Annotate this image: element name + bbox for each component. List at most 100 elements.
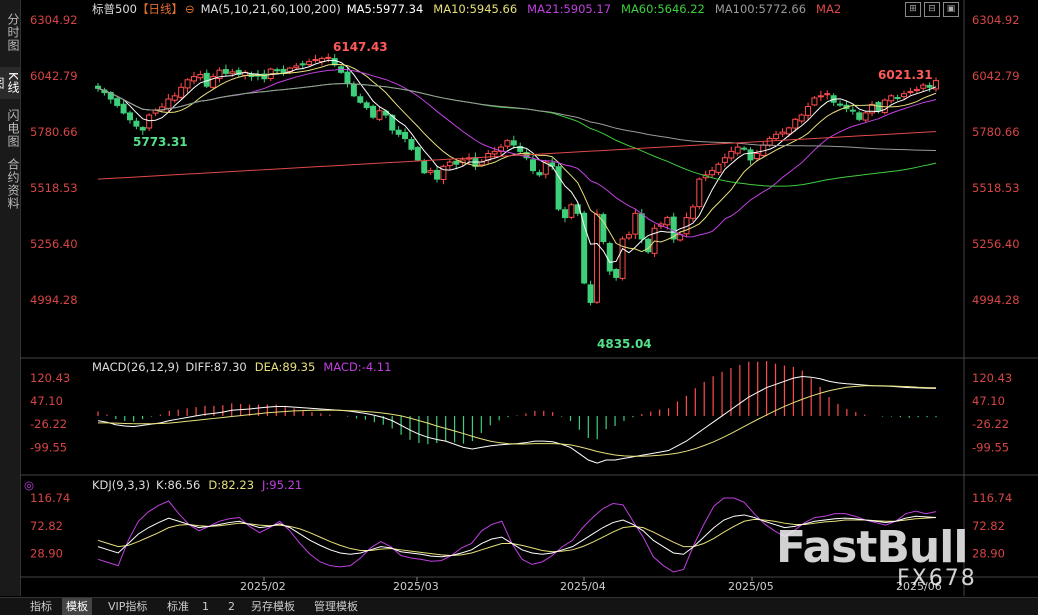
ma2-value: MA2 — [816, 2, 841, 16]
rail-tab-0[interactable]: 分时图 — [6, 13, 20, 52]
rail-tab-1[interactable]: K线图 — [0, 67, 20, 99]
toolbar-tab-0[interactable]: 指标 — [30, 600, 52, 613]
toolbar-tab-6[interactable]: 另存模板 — [251, 600, 295, 613]
candle-body — [926, 84, 933, 88]
candle-body — [434, 169, 441, 180]
candle-body — [542, 161, 549, 175]
date-label-3: 2025/05 — [728, 580, 774, 593]
candle-body — [849, 109, 856, 112]
candle-body — [638, 213, 645, 240]
candle-body — [235, 69, 242, 75]
kdj-k: K:86.56 — [156, 478, 200, 492]
candle-body — [728, 150, 735, 159]
candle-body — [779, 131, 786, 135]
kdj-settings-icon[interactable]: ◎ — [24, 478, 34, 492]
macd-label: MACD(26,12,9) — [92, 360, 179, 374]
candle-body — [510, 140, 517, 146]
toolbar-tab-2[interactable]: VIP指标 — [108, 600, 148, 613]
candle-body — [664, 217, 671, 226]
kdj-d-line — [97, 516, 937, 557]
candle-body — [798, 114, 805, 122]
candle-body — [229, 71, 236, 75]
ma60-value: MA60:5646.22 — [621, 2, 705, 16]
candle-body — [721, 157, 728, 163]
candle-body — [376, 110, 383, 120]
candle-body — [907, 91, 914, 94]
ma-label: MA(5,10,21,60,100,200) — [201, 2, 341, 16]
chart-canvas[interactable]: 标普500【日线】 ⊖ MA(5,10,21,60,100,200) MA5:5977… — [20, 0, 1038, 596]
candle-body — [753, 153, 760, 160]
candle-body — [837, 103, 844, 106]
candle-body — [811, 97, 818, 106]
candle-body — [402, 131, 409, 140]
svg-text:标普500【日线】⊖MA(5,10,21,60,100,20: 标普500【日线】 ⊖ MA(5,10,21,60,100,200) MA5:5977… — [92, 2, 841, 16]
kdj-tick-left-1: 72.82 — [30, 519, 63, 533]
date-label-4: 2025/06 — [896, 580, 942, 593]
candle-body — [165, 98, 172, 109]
candle-body — [178, 86, 185, 98]
candle-body — [696, 178, 703, 208]
candle-body — [766, 138, 773, 146]
candle-body — [408, 139, 415, 150]
candle-body — [587, 284, 594, 303]
period-label: 【日线】 — [137, 2, 183, 16]
candle-body — [133, 120, 140, 127]
zoom-icon[interactable]: ⊟ — [924, 2, 940, 17]
candle-body — [299, 63, 306, 66]
toolbar-tab-4[interactable]: 1 — [202, 600, 209, 613]
candle-body — [901, 93, 908, 98]
candle-body — [894, 97, 901, 100]
candle-body — [190, 76, 197, 82]
candle-body — [446, 161, 453, 167]
candle-body — [222, 69, 229, 74]
macd-dea: DEA:89.35 — [255, 360, 316, 374]
candle-body — [568, 204, 575, 218]
svg-text:KDJ(9,3,3)K:86.56D:82.23J:95.2: KDJ(9,3,3) K:86.56 D:82.23 J:95.21 — [92, 478, 302, 492]
candle-body — [593, 213, 600, 303]
candle-body — [613, 269, 620, 278]
macd-value: MACD:-4.11 — [323, 360, 391, 374]
settings-icon[interactable]: ▣ — [943, 2, 959, 17]
fullscreen-icon[interactable]: ⊞ — [905, 2, 921, 17]
toolbar-tab-1[interactable]: 模板 — [62, 598, 92, 615]
price-tick-right-5: 4994.28 — [972, 293, 1020, 307]
candle-body — [805, 106, 812, 116]
candle-body — [869, 103, 876, 114]
candle-body — [120, 103, 127, 114]
ma100-line — [97, 83, 937, 152]
candle-body — [139, 127, 146, 131]
candle-body — [824, 93, 831, 96]
macd-diff: DIFF:87.30 — [185, 360, 246, 374]
watermark-sub: FX678 — [897, 566, 977, 591]
macd-tick-left-1: 47.10 — [30, 394, 63, 408]
ma5-line — [97, 59, 937, 263]
macd-tick-left-3: -99.55 — [30, 440, 67, 454]
candle-body — [427, 170, 434, 173]
kdj-tick-left-2: 28.90 — [30, 547, 63, 561]
price-tick-left-1: 6042.79 — [30, 69, 78, 83]
left-rail: 分时图 K线图闪电图合约资料 — [0, 0, 21, 596]
ma21-value: MA21:5905.17 — [527, 2, 611, 16]
rail-tab-3[interactable]: 合约资料 — [6, 158, 20, 210]
kdj-tick-right-1: 72.82 — [972, 519, 1005, 533]
candle-body — [216, 69, 223, 80]
candle-body — [785, 127, 792, 135]
toolbar-tab-7[interactable]: 管理模板 — [314, 600, 358, 613]
candle-body — [197, 73, 204, 79]
candle-body — [453, 160, 460, 165]
price-tick-left-4: 5256.40 — [30, 237, 78, 251]
toolbar-tab-5[interactable]: 2 — [228, 600, 235, 613]
candle-body — [389, 114, 396, 131]
candle-body — [146, 114, 153, 129]
candle-body — [862, 112, 869, 121]
candle-body — [600, 214, 607, 243]
candle-body — [350, 84, 357, 97]
toolbar-tab-3[interactable]: 标准 — [167, 600, 189, 613]
macd-tick-right-1: 47.10 — [972, 394, 1005, 408]
rail-tab-2[interactable]: 闪电图 — [6, 108, 20, 148]
annotation-last: 6021.31 — [878, 68, 933, 82]
ma60-line — [97, 83, 937, 187]
price-tick-left-3: 5518.53 — [30, 181, 78, 195]
price-tick-right-4: 5256.40 — [972, 237, 1020, 251]
